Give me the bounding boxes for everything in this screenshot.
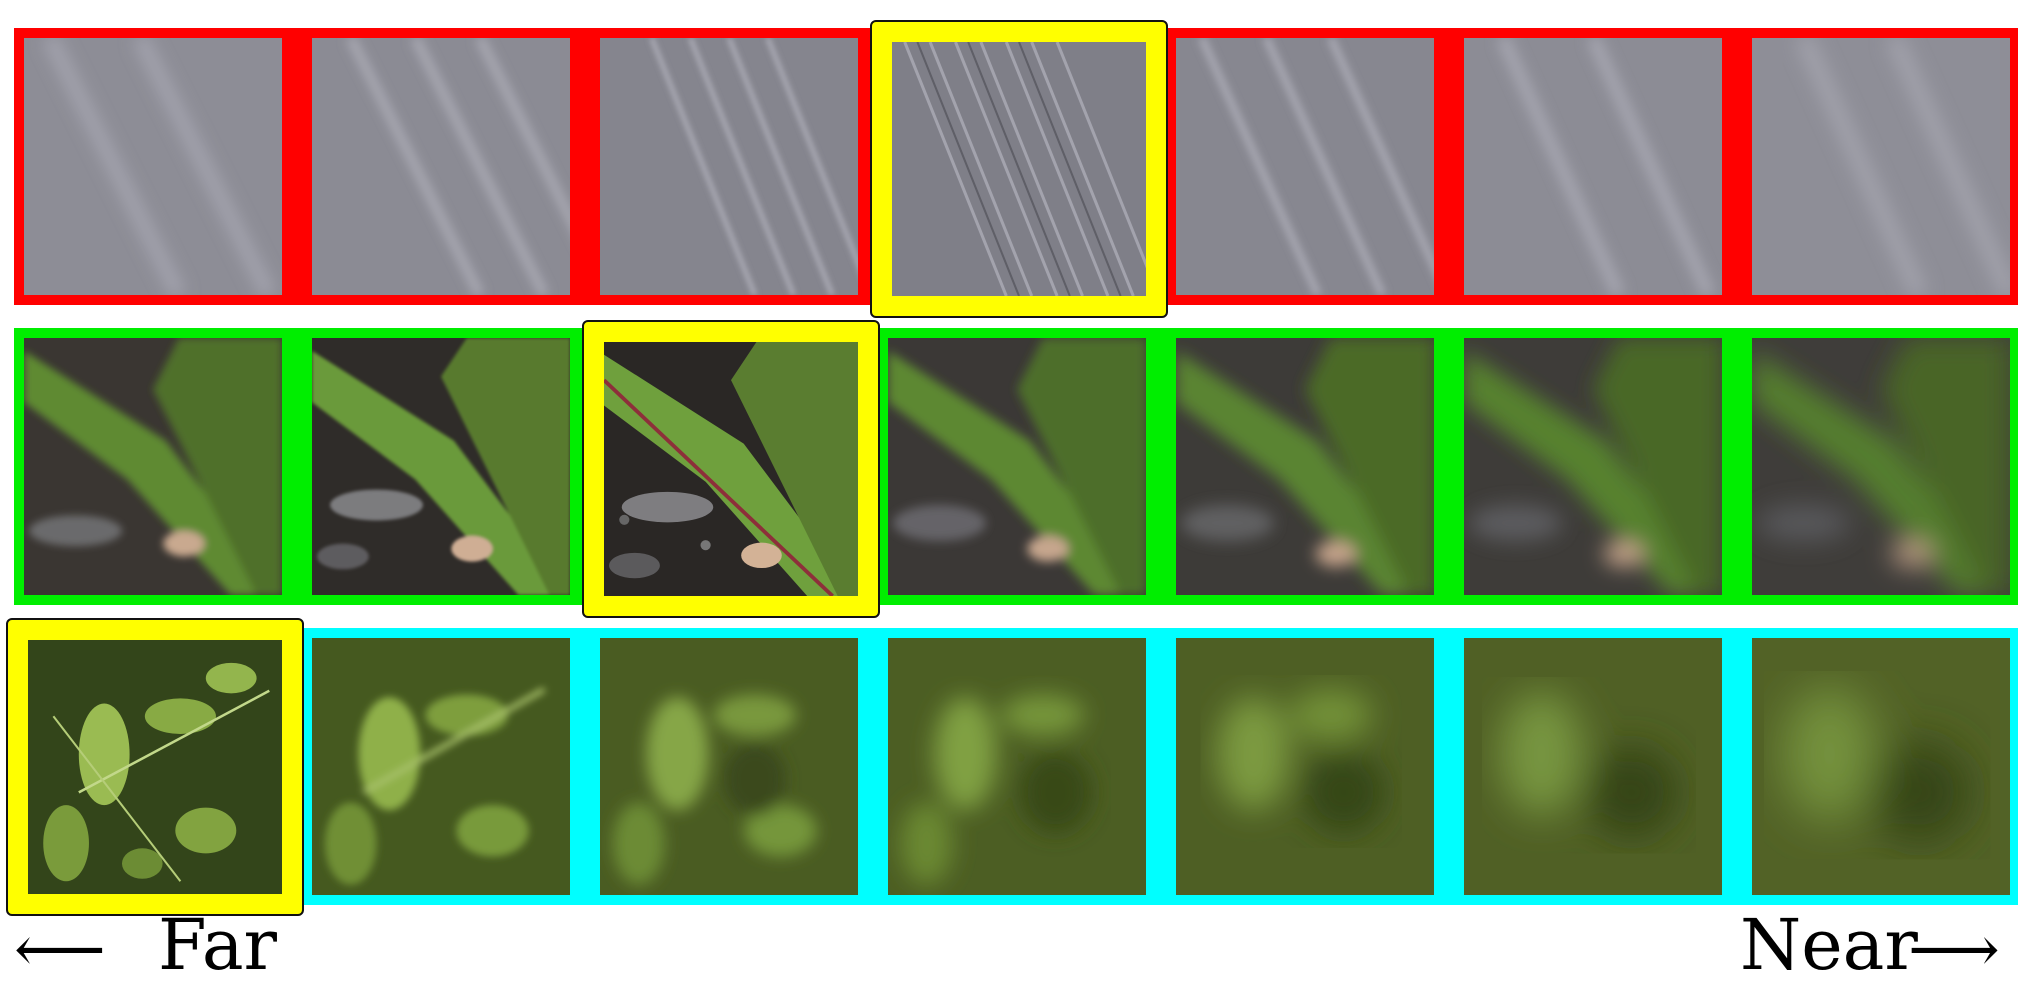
stone-tile-4-focus bbox=[870, 20, 1168, 318]
far-label: Far bbox=[158, 904, 278, 986]
foliage-tile-6 bbox=[1464, 638, 1722, 895]
plant-tile-6 bbox=[1464, 338, 1722, 595]
plant-tile-5 bbox=[1176, 338, 1434, 595]
stone-tile-2 bbox=[312, 38, 570, 295]
foliage-tile-2 bbox=[312, 638, 570, 895]
foliage-tile-4 bbox=[888, 638, 1146, 895]
foliage-tile-1-focus bbox=[6, 618, 304, 916]
stone-tile-7 bbox=[1752, 38, 2010, 295]
plant-tile-4 bbox=[888, 338, 1146, 595]
row-plant bbox=[14, 328, 2018, 605]
row-foliage bbox=[14, 628, 2018, 905]
plant-tile-2 bbox=[312, 338, 570, 595]
near-arrow: ⟶ bbox=[1908, 913, 2000, 987]
plant-tile-7 bbox=[1752, 338, 2010, 595]
foliage-tile-3 bbox=[600, 638, 858, 895]
stone-tile-3 bbox=[600, 38, 858, 295]
plant-tile-3-focus bbox=[582, 320, 880, 618]
stone-tile-5 bbox=[1176, 38, 1434, 295]
near-label: Near bbox=[1740, 904, 1918, 986]
stone-tile-6 bbox=[1464, 38, 1722, 295]
foliage-tile-5 bbox=[1176, 638, 1434, 895]
stone-tile-1 bbox=[24, 38, 282, 295]
plant-tile-1 bbox=[24, 338, 282, 595]
foliage-tile-7 bbox=[1752, 638, 2010, 895]
far-arrow: ⟵ bbox=[14, 913, 106, 987]
